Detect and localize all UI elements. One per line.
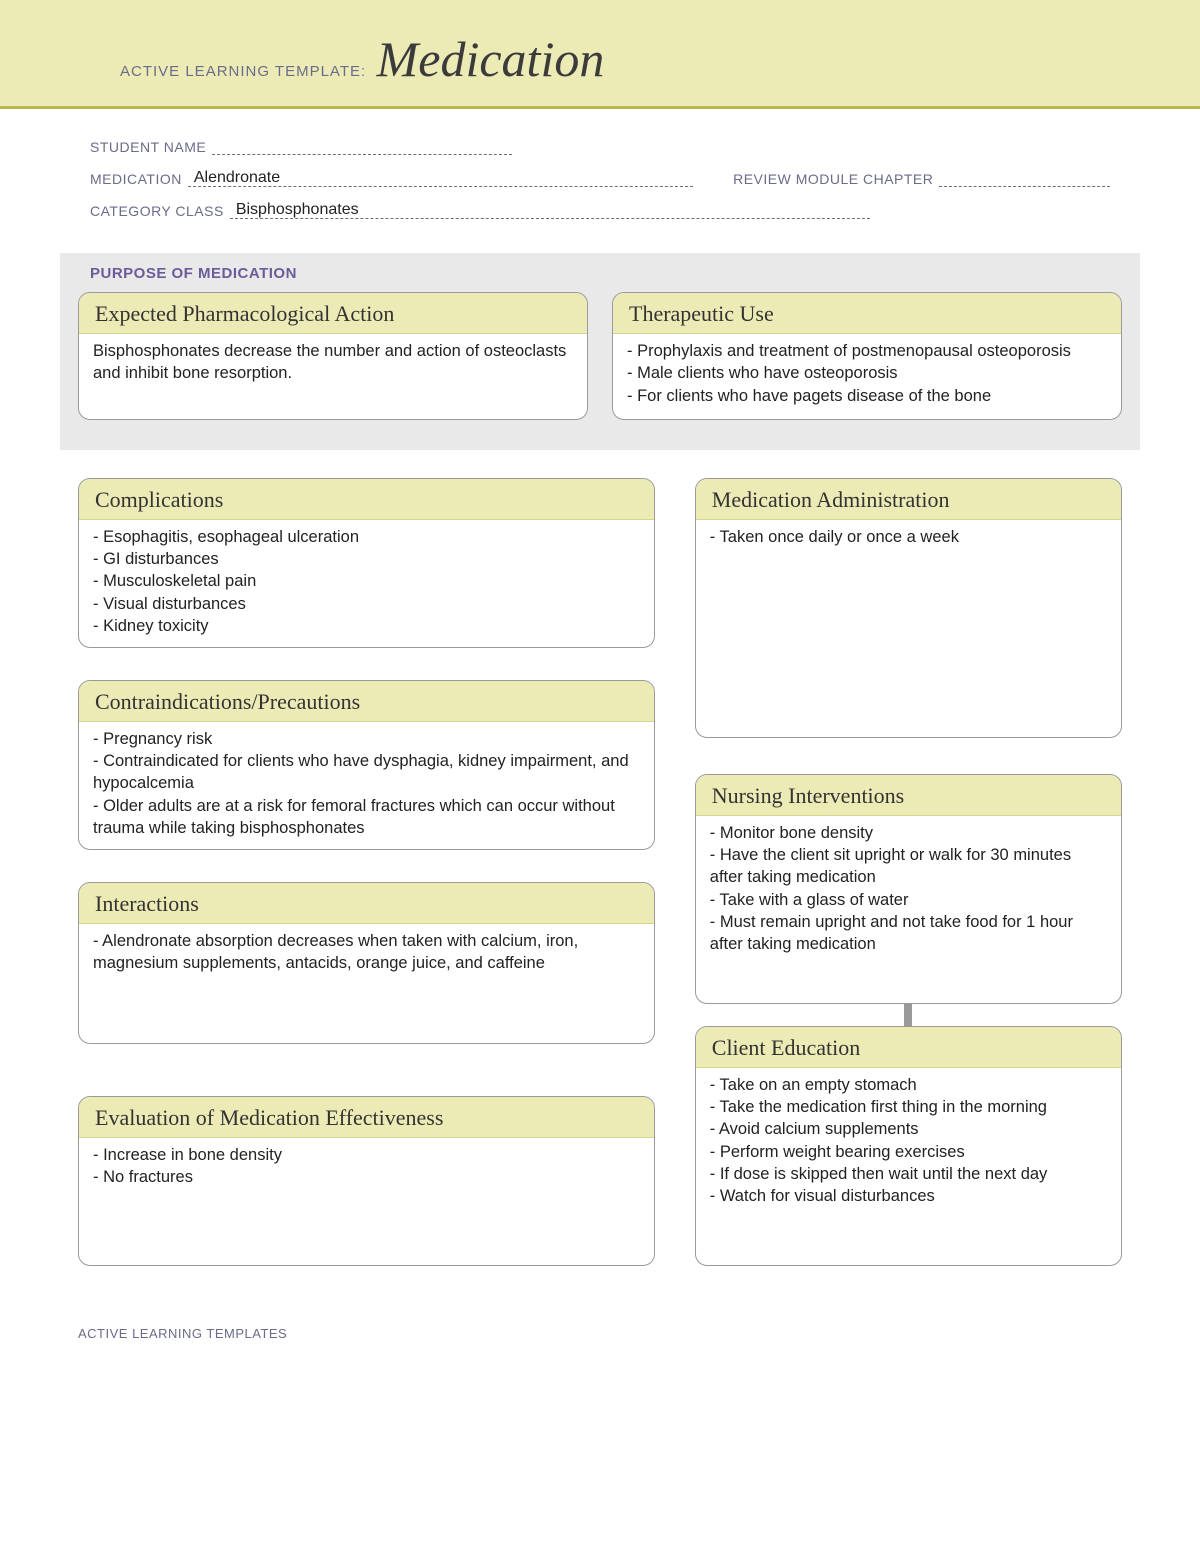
box-therapeutic-use: Therapeutic Use - Prophylaxis and treatm… bbox=[612, 292, 1122, 420]
meta-block: STUDENT NAME MEDICATION Alendronate REVI… bbox=[0, 109, 1200, 243]
box-body: - Esophagitis, esophageal ulceration - G… bbox=[79, 520, 654, 648]
medication-label: MEDICATION bbox=[90, 171, 188, 187]
box-title: Expected Pharmacological Action bbox=[79, 293, 587, 334]
header-band: ACTIVE LEARNING TEMPLATE: Medication bbox=[0, 0, 1200, 109]
box-body: - Take on an empty stomach - Take the me… bbox=[696, 1068, 1121, 1220]
box-contraindications: Contraindications/Precautions - Pregnanc… bbox=[78, 680, 655, 850]
box-pharm-action: Expected Pharmacological Action Bisphosp… bbox=[78, 292, 588, 420]
box-title: Nursing Interventions bbox=[696, 775, 1121, 816]
purpose-section: PURPOSE OF MEDICATION Expected Pharmacol… bbox=[60, 253, 1140, 450]
right-column: Medication Administration - Taken once d… bbox=[695, 478, 1122, 1266]
box-body: - Monitor bone density - Have the client… bbox=[696, 816, 1121, 968]
box-title: Interactions bbox=[79, 883, 654, 924]
student-name-field[interactable] bbox=[212, 137, 512, 155]
box-nursing: Nursing Interventions - Monitor bone den… bbox=[695, 774, 1122, 1004]
box-interactions: Interactions - Alendronate absorption de… bbox=[78, 882, 655, 1044]
box-body: - Alendronate absorption decreases when … bbox=[79, 924, 654, 987]
footer-text: ACTIVE LEARNING TEMPLATES bbox=[78, 1326, 1200, 1341]
box-title: Evaluation of Medication Effectiveness bbox=[79, 1097, 654, 1138]
box-education: Client Education - Take on an empty stom… bbox=[695, 1026, 1122, 1266]
purpose-title: PURPOSE OF MEDICATION bbox=[90, 265, 1122, 282]
review-field[interactable] bbox=[939, 169, 1110, 187]
box-body: - Increase in bone density - No fracture… bbox=[79, 1138, 654, 1201]
box-body: - Taken once daily or once a week bbox=[696, 520, 1121, 560]
box-title: Complications bbox=[79, 479, 654, 520]
box-title: Client Education bbox=[696, 1027, 1121, 1068]
main-columns: Complications - Esophagitis, esophageal … bbox=[78, 478, 1122, 1266]
category-field[interactable]: Bisphosphonates bbox=[230, 201, 870, 219]
header-prefix: ACTIVE LEARNING TEMPLATE: bbox=[120, 63, 366, 80]
box-body: Bisphosphonates decrease the number and … bbox=[79, 334, 587, 397]
left-column: Complications - Esophagitis, esophageal … bbox=[78, 478, 655, 1266]
box-administration: Medication Administration - Taken once d… bbox=[695, 478, 1122, 738]
box-title: Contraindications/Precautions bbox=[79, 681, 654, 722]
header-title: Medication bbox=[377, 31, 605, 87]
student-name-label: STUDENT NAME bbox=[90, 139, 212, 155]
medication-field[interactable]: Alendronate bbox=[188, 169, 693, 187]
box-body: - Pregnancy risk - Contraindicated for c… bbox=[79, 722, 654, 850]
box-title: Medication Administration bbox=[696, 479, 1121, 520]
connector bbox=[904, 1004, 912, 1026]
category-label: CATEGORY CLASS bbox=[90, 203, 230, 219]
box-body: - Prophylaxis and treatment of postmenop… bbox=[613, 334, 1121, 419]
box-title: Therapeutic Use bbox=[613, 293, 1121, 334]
review-label: REVIEW MODULE CHAPTER bbox=[733, 171, 939, 187]
box-complications: Complications - Esophagitis, esophageal … bbox=[78, 478, 655, 648]
box-evaluation: Evaluation of Medication Effectiveness -… bbox=[78, 1096, 655, 1266]
